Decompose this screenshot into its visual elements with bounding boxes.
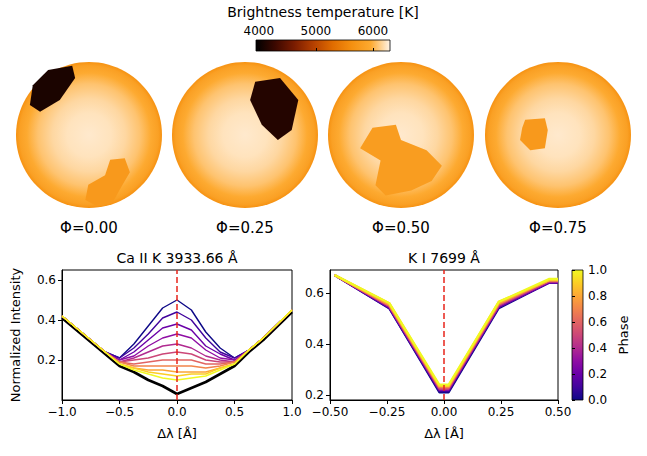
svg-text:K I 7699 Å: K I 7699 Å: [408, 250, 480, 266]
svg-text:−0.50: −0.50: [312, 405, 349, 419]
svg-text:Φ=0.00: Φ=0.00: [60, 219, 118, 237]
svg-text:0.6: 0.6: [305, 286, 324, 300]
svg-text:Ca II K 3933.66 Å: Ca II K 3933.66 Å: [116, 250, 237, 266]
svg-text:Phase: Phase: [616, 316, 631, 355]
svg-text:0.0: 0.0: [588, 393, 607, 407]
svg-text:0.25: 0.25: [488, 405, 515, 419]
svg-text:−0.5: −0.5: [105, 405, 134, 419]
svg-text:−0.25: −0.25: [369, 405, 406, 419]
svg-text:0.4: 0.4: [588, 341, 607, 355]
svg-text:0.2: 0.2: [37, 353, 56, 367]
svg-text:1.0: 1.0: [588, 263, 607, 277]
svg-text:0.4: 0.4: [305, 337, 324, 351]
svg-text:1.0: 1.0: [282, 405, 301, 419]
svg-text:0.8: 0.8: [588, 289, 607, 303]
svg-text:Φ=0.25: Φ=0.25: [216, 219, 274, 237]
svg-text:Normalized Intensity: Normalized Intensity: [8, 267, 23, 402]
svg-text:Δλ [Å]: Δλ [Å]: [424, 426, 464, 441]
svg-text:5000: 5000: [301, 24, 332, 38]
svg-text:0.50: 0.50: [545, 405, 572, 419]
svg-text:0.0: 0.0: [167, 405, 186, 419]
svg-text:0.5: 0.5: [225, 405, 244, 419]
svg-text:0.6: 0.6: [37, 273, 56, 287]
svg-text:Φ=0.50: Φ=0.50: [372, 219, 430, 237]
svg-text:0.2: 0.2: [588, 367, 607, 381]
svg-text:−1.0: −1.0: [47, 405, 76, 419]
svg-text:0.00: 0.00: [431, 405, 458, 419]
svg-text:4000: 4000: [244, 24, 275, 38]
svg-text:Δλ [Å]: Δλ [Å]: [157, 426, 197, 441]
svg-text:Φ=0.75: Φ=0.75: [529, 219, 587, 237]
svg-text:6000: 6000: [358, 24, 389, 38]
svg-text:0.4: 0.4: [37, 313, 56, 327]
svg-text:0.6: 0.6: [588, 315, 607, 329]
svg-text:0.2: 0.2: [305, 388, 324, 402]
svg-text:Brightness temperature [K]: Brightness temperature [K]: [227, 4, 419, 20]
